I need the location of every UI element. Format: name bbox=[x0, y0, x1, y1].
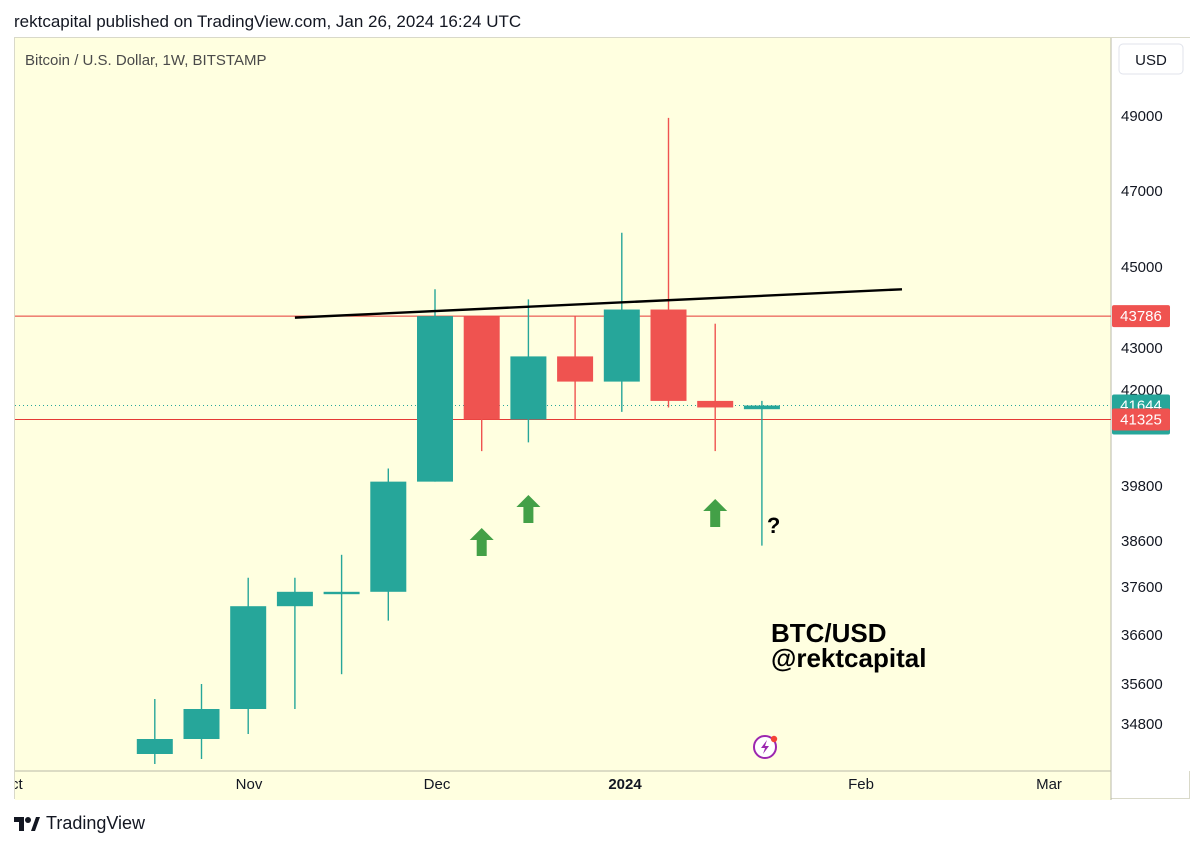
candle[interactable] bbox=[370, 468, 407, 621]
y-tick-label: 35600 bbox=[1121, 676, 1163, 693]
candle[interactable] bbox=[603, 232, 640, 412]
time-axis-ticks: ct Nov Dec 2024 Feb Mar bbox=[15, 776, 1062, 793]
candle-body bbox=[510, 356, 547, 420]
candle-body bbox=[230, 606, 267, 709]
y-tick-label: 43000 bbox=[1121, 340, 1163, 357]
candle-body bbox=[557, 356, 594, 382]
candles bbox=[136, 117, 780, 764]
y-tick-label: 47000 bbox=[1121, 183, 1163, 200]
candlestick-chart[interactable]: Bitcoin / U.S. Dollar, 1W, BITSTAMP USD … bbox=[15, 38, 1191, 800]
footer-brand: TradingView bbox=[46, 813, 146, 833]
candle-body bbox=[743, 405, 780, 410]
price-label-text: 41325 bbox=[1120, 411, 1162, 428]
watermark-line1: BTC/USD bbox=[771, 618, 887, 648]
up-arrow-icon bbox=[516, 495, 541, 523]
candle[interactable] bbox=[417, 289, 453, 482]
y-tick-label: 37600 bbox=[1121, 579, 1163, 596]
currency-button-label: USD bbox=[1135, 52, 1167, 69]
y-tick-label: 45000 bbox=[1121, 259, 1163, 276]
candle-body bbox=[323, 591, 360, 595]
price-labels: 43786416442d 8h41325 bbox=[1112, 305, 1170, 435]
candle[interactable] bbox=[650, 117, 687, 408]
candle[interactable] bbox=[136, 699, 173, 764]
x-tick-label: Dec bbox=[424, 776, 451, 793]
symbol-title: Bitcoin / U.S. Dollar, 1W, BITSTAMP bbox=[25, 52, 266, 69]
price-axis-ticks: 4900047000450004300042000398003860037600… bbox=[1121, 108, 1163, 733]
candle[interactable] bbox=[697, 323, 734, 452]
candle[interactable] bbox=[276, 577, 313, 709]
candle-body bbox=[417, 316, 453, 482]
candle[interactable] bbox=[743, 400, 780, 546]
time-axis-background bbox=[15, 771, 1111, 800]
currency-button[interactable]: USD bbox=[1118, 43, 1184, 75]
candle-body bbox=[697, 400, 734, 408]
tradingview-icon bbox=[14, 816, 40, 831]
publish-header: rektcapital published on TradingView.com… bbox=[14, 12, 522, 31]
y-tick-label: 36600 bbox=[1121, 627, 1163, 644]
plot-background bbox=[15, 38, 1111, 771]
candle[interactable] bbox=[557, 316, 594, 420]
trendline[interactable] bbox=[294, 288, 903, 319]
tradingview-logo: TradingView bbox=[14, 813, 145, 834]
x-tick-label: ct bbox=[15, 776, 24, 793]
horizontal-levels bbox=[15, 315, 1111, 420]
x-tick-label: Feb bbox=[848, 776, 874, 793]
x-tick-label: Nov bbox=[236, 776, 263, 793]
candle-body bbox=[136, 739, 173, 754]
question-mark-annotation: ? bbox=[767, 513, 780, 538]
price-label-resistance: 43786 bbox=[1112, 305, 1170, 328]
candle-body bbox=[650, 309, 687, 401]
watermark-line2: @rektcapital bbox=[771, 643, 926, 673]
price-label-support: 41325 bbox=[1112, 408, 1170, 431]
y-tick-label: 49000 bbox=[1121, 108, 1163, 125]
price-label-text: 43786 bbox=[1120, 308, 1162, 325]
y-tick-label: 38600 bbox=[1121, 533, 1163, 550]
y-tick-label: 34800 bbox=[1121, 716, 1163, 733]
candle-body bbox=[370, 481, 407, 592]
x-tick-label: 2024 bbox=[608, 776, 642, 793]
trendline-group bbox=[294, 288, 903, 319]
candle[interactable] bbox=[323, 554, 360, 675]
chart-frame: Bitcoin / U.S. Dollar, 1W, BITSTAMP USD … bbox=[14, 37, 1191, 800]
lightning-icon[interactable] bbox=[753, 735, 778, 759]
candle[interactable] bbox=[183, 684, 220, 759]
candle[interactable] bbox=[463, 316, 500, 452]
y-tick-label: 39800 bbox=[1121, 478, 1163, 495]
x-tick-label: Mar bbox=[1036, 776, 1062, 793]
candle-body bbox=[276, 591, 313, 607]
candle-body bbox=[603, 309, 640, 382]
candle-body bbox=[463, 316, 500, 420]
candle-body bbox=[183, 709, 220, 739]
up-arrow-icon bbox=[703, 499, 728, 527]
candle[interactable] bbox=[230, 577, 267, 734]
annotations: ? bbox=[469, 495, 780, 556]
up-arrow-icon bbox=[469, 528, 494, 556]
candle[interactable] bbox=[510, 299, 547, 443]
